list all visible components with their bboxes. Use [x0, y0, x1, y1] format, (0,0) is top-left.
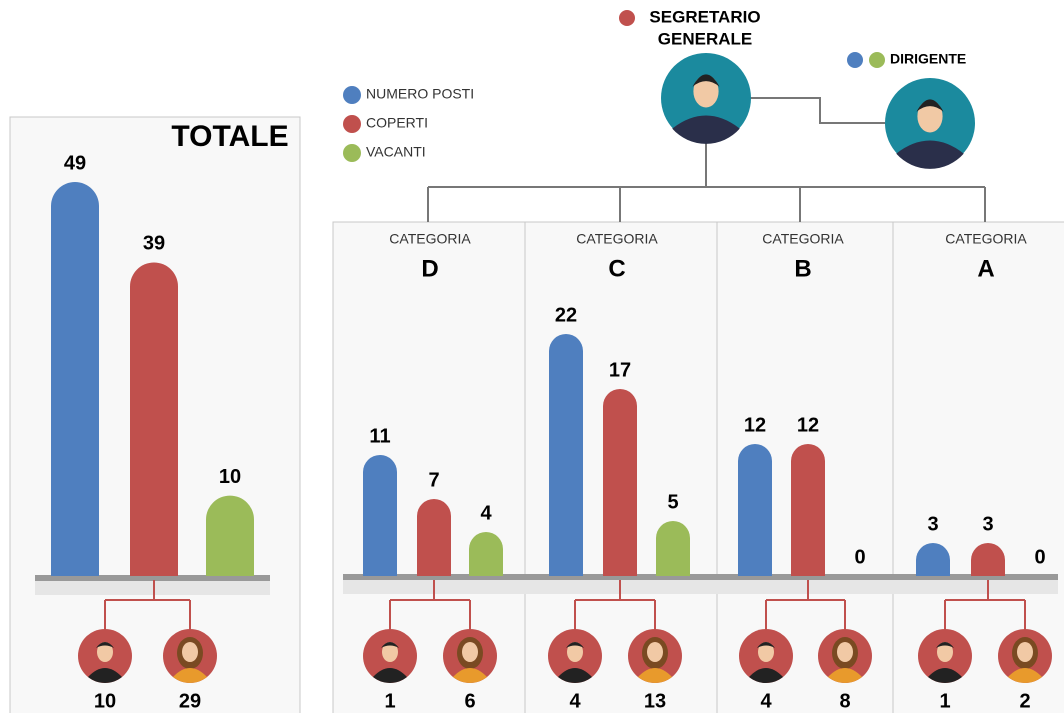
category-letter: C — [608, 255, 625, 282]
bar — [603, 389, 637, 576]
women-count: 6 — [464, 690, 475, 712]
category-letter: B — [794, 255, 811, 282]
legend-label: COPERTI — [366, 115, 428, 131]
bar — [417, 499, 451, 576]
category-letter: D — [421, 255, 438, 282]
man-icon — [363, 629, 417, 683]
legend-dot — [343, 86, 361, 104]
value-label: 12 — [797, 414, 819, 436]
icon-face — [462, 642, 478, 662]
legend-dot — [343, 115, 361, 133]
value-label: 7 — [428, 469, 439, 491]
deputy-portrait — [885, 78, 975, 169]
men-count: 4 — [569, 690, 581, 712]
head-portrait — [661, 53, 751, 144]
bar — [469, 532, 503, 576]
legend-label: NUMERO POSTI — [366, 86, 474, 102]
value-label: 49 — [64, 152, 86, 174]
women-count: 29 — [179, 690, 201, 712]
icon-face — [837, 642, 853, 662]
category-label: CATEGORIA — [945, 231, 1027, 247]
women-count: 8 — [839, 690, 850, 712]
men-count: 4 — [760, 690, 772, 712]
value-label: 17 — [609, 359, 631, 381]
icon-face — [182, 642, 198, 662]
men-count: 1 — [384, 690, 395, 712]
deputy-dot — [869, 52, 885, 68]
value-label: 39 — [143, 233, 165, 255]
woman-icon — [443, 629, 497, 683]
men-count: 1 — [939, 690, 950, 712]
woman-icon — [818, 629, 872, 683]
bar — [51, 182, 99, 576]
bar — [130, 262, 178, 576]
bar — [363, 455, 397, 576]
bar — [206, 496, 254, 576]
value-label: 0 — [854, 546, 865, 568]
value-label: 11 — [369, 425, 390, 447]
women-count: 2 — [1019, 690, 1030, 712]
icon-face — [1017, 642, 1033, 662]
value-label: 5 — [667, 491, 678, 513]
deputy-dot — [847, 52, 863, 68]
category-label: CATEGORIA — [762, 231, 844, 247]
man-icon — [918, 629, 972, 683]
head-title: SEGRETARIO — [649, 7, 760, 26]
bar — [738, 444, 772, 576]
man-icon — [739, 629, 793, 683]
legend-dot — [343, 144, 361, 162]
value-label: 0 — [1034, 546, 1045, 568]
value-label: 10 — [219, 466, 241, 488]
woman-icon — [628, 629, 682, 683]
baseline-shadow — [343, 580, 1058, 594]
bar — [971, 543, 1005, 576]
category-label: CATEGORIA — [389, 231, 471, 247]
woman-icon — [163, 629, 217, 683]
bar — [656, 521, 690, 576]
category-letter: A — [977, 255, 994, 282]
men-count: 10 — [94, 690, 116, 712]
value-label: 22 — [555, 304, 577, 326]
value-label: 3 — [982, 513, 993, 535]
woman-icon — [998, 629, 1052, 683]
head-title: GENERALE — [658, 29, 752, 48]
value-label: 4 — [480, 502, 492, 524]
deputy-title: DIRIGENTE — [890, 51, 966, 67]
icon-face — [647, 642, 663, 662]
head-dot — [619, 10, 635, 26]
baseline-shadow — [35, 581, 270, 595]
women-count: 13 — [644, 690, 666, 712]
panel-title: TOTALE — [171, 120, 288, 153]
bar — [549, 334, 583, 576]
bar — [791, 444, 825, 576]
bar — [916, 543, 950, 576]
man-icon — [548, 629, 602, 683]
legend-label: VACANTI — [366, 144, 426, 160]
value-label: 3 — [927, 513, 938, 535]
category-label: CATEGORIA — [576, 231, 658, 247]
value-label: 12 — [744, 414, 766, 436]
infographic: NUMERO POSTI COPERTI VACANTI SEGRETARIO GENE… — [0, 0, 1064, 713]
man-icon — [78, 629, 132, 683]
